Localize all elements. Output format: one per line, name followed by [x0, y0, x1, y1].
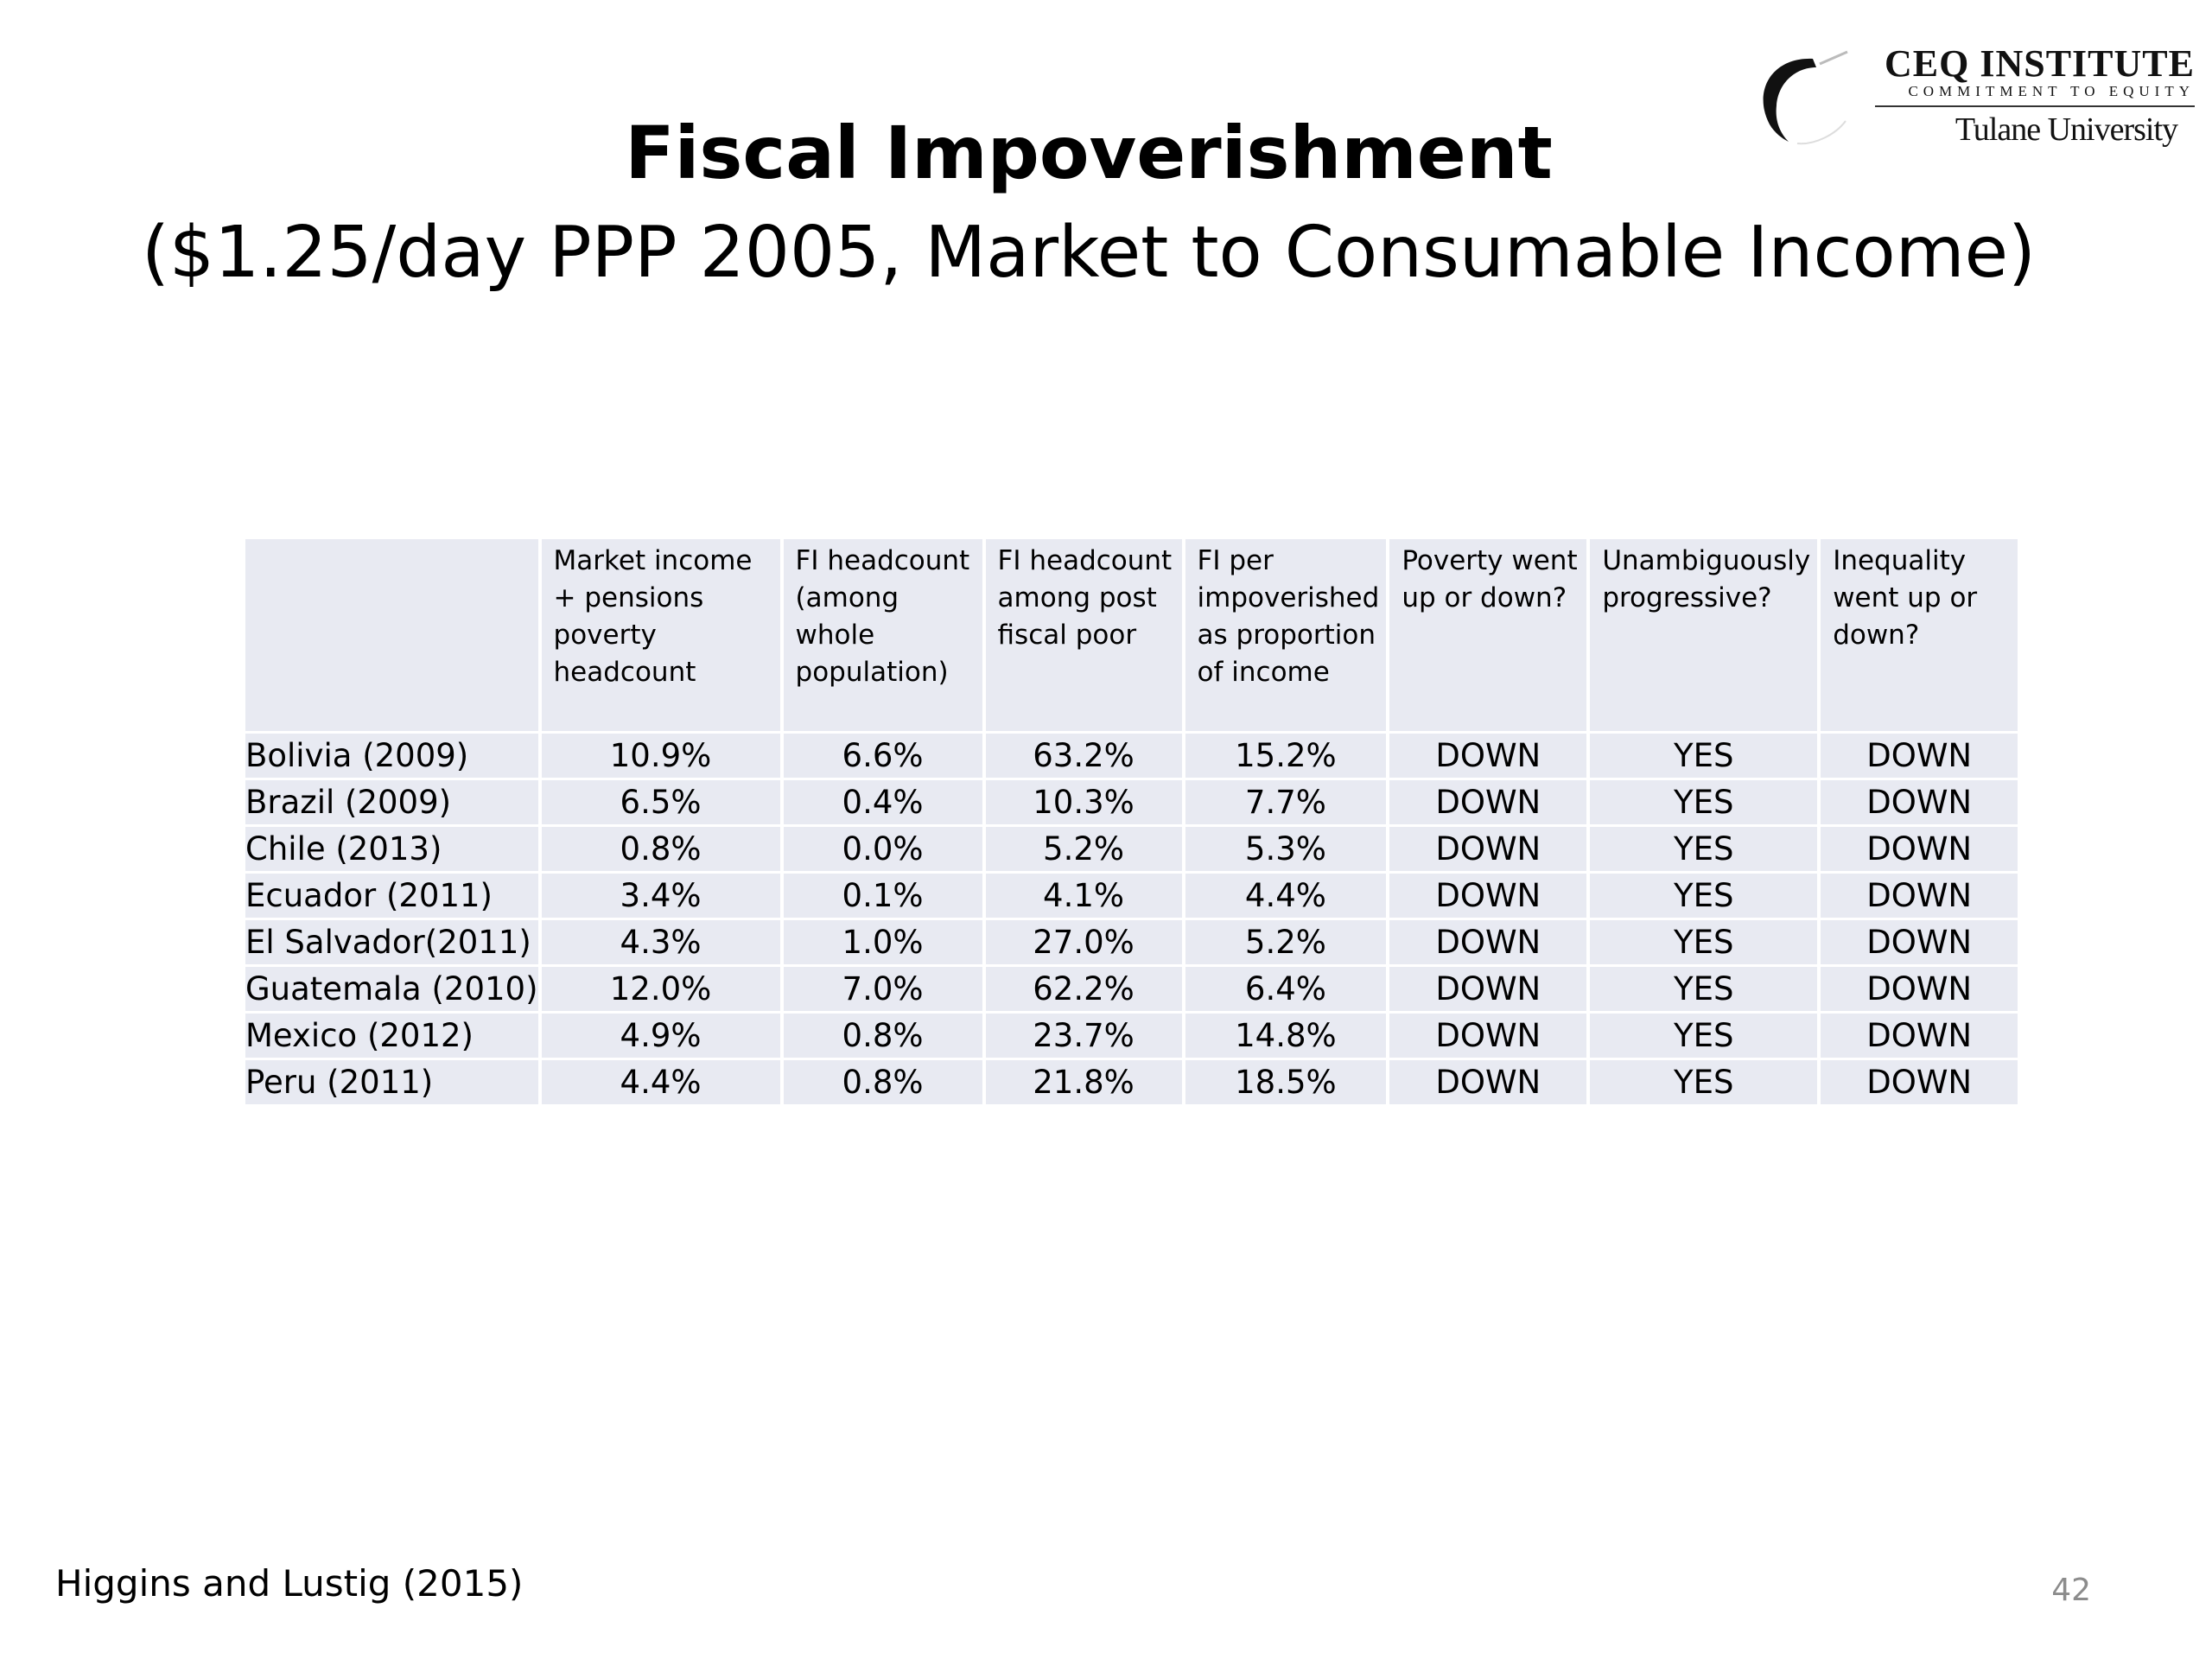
ceq-institute-logo: CEQ INSTITUTE COMMITMENT TO EQUITY Tulan… — [1745, 41, 2195, 162]
table-row: Brazil (2009) 6.5% 0.4% 10.3% 7.7% DOWN … — [245, 778, 2018, 824]
table-cell: DOWN — [1821, 731, 2018, 778]
ceq-c-mark-icon — [1763, 50, 1848, 145]
table-row: Mexico (2012) 4.9% 0.8% 23.7% 14.8% DOWN… — [245, 1011, 2018, 1058]
table-cell: YES — [1590, 778, 1818, 824]
header-cell-fi-per-impoverished: FI per impoverished as proportion of inc… — [1185, 539, 1387, 731]
table-cell: DOWN — [1389, 918, 1587, 964]
table-row: Guatemala (2010) 12.0% 7.0% 62.2% 6.4% D… — [245, 964, 2018, 1011]
table-cell: 5.2% — [1185, 918, 1387, 964]
table-cell: YES — [1590, 1011, 1818, 1058]
table-cell: DOWN — [1389, 778, 1587, 824]
table-cell: 6.5% — [541, 778, 780, 824]
logo-university: Tulane University — [1955, 111, 2178, 148]
table-cell: 4.9% — [541, 1011, 780, 1058]
country-cell: Chile (2013) — [245, 824, 538, 871]
table-cell: 7.0% — [783, 964, 982, 1011]
country-cell: Bolivia (2009) — [245, 731, 538, 778]
table-cell: 3.4% — [541, 871, 780, 918]
table-cell: 0.0% — [783, 824, 982, 871]
table-row: Chile (2013) 0.8% 0.0% 5.2% 5.3% DOWN YE… — [245, 824, 2018, 871]
header-cell-progressive: Unambiguously progressive? — [1590, 539, 1818, 731]
table-cell: DOWN — [1389, 964, 1587, 1011]
table-cell: 10.3% — [985, 778, 1182, 824]
table-row: Ecuador (2011) 3.4% 0.1% 4.1% 4.4% DOWN … — [245, 871, 2018, 918]
table-cell: DOWN — [1389, 1058, 1587, 1104]
table-cell: 4.3% — [541, 918, 780, 964]
table-cell: DOWN — [1821, 1058, 2018, 1104]
table-cell: DOWN — [1821, 964, 2018, 1011]
table-cell: DOWN — [1389, 1011, 1587, 1058]
table-cell: 27.0% — [985, 918, 1182, 964]
table-cell: DOWN — [1821, 824, 2018, 871]
table-row: Peru (2011) 4.4% 0.8% 21.8% 18.5% DOWN Y… — [245, 1058, 2018, 1104]
table-cell: DOWN — [1821, 918, 2018, 964]
table-cell: 0.4% — [783, 778, 982, 824]
table-cell: YES — [1590, 731, 1818, 778]
page-number: 42 — [2051, 1573, 2091, 1608]
table-cell: 14.8% — [1185, 1011, 1387, 1058]
table-cell: DOWN — [1821, 778, 2018, 824]
logo-divider — [1875, 105, 2195, 107]
fiscal-impoverishment-table: Market income + pensions poverty headcou… — [242, 539, 2021, 1104]
table-cell: DOWN — [1389, 871, 1587, 918]
table-cell: 12.0% — [541, 964, 780, 1011]
header-cell-fi-headcount-population: FI headcount (among whole population) — [783, 539, 982, 731]
table-row: Bolivia (2009) 10.9% 6.6% 63.2% 15.2% DO… — [245, 731, 2018, 778]
header-cell-corner — [245, 539, 538, 731]
table-cell: YES — [1590, 824, 1818, 871]
table-cell: 4.1% — [985, 871, 1182, 918]
source-citation: Higgins and Lustig (2015) — [55, 1562, 524, 1605]
table-cell: YES — [1590, 1058, 1818, 1104]
country-cell: Peru (2011) — [245, 1058, 538, 1104]
table-cell: 0.1% — [783, 871, 982, 918]
table-cell: 18.5% — [1185, 1058, 1387, 1104]
slide-title: Fiscal Impoverishment — [625, 111, 1553, 195]
table-row: El Salvador(2011) 4.3% 1.0% 27.0% 5.2% D… — [245, 918, 2018, 964]
table-cell: 6.4% — [1185, 964, 1387, 1011]
table-cell: 0.8% — [541, 824, 780, 871]
country-cell: Brazil (2009) — [245, 778, 538, 824]
table-cell: DOWN — [1389, 731, 1587, 778]
table-cell: 23.7% — [985, 1011, 1182, 1058]
header-cell-market-income: Market income + pensions poverty headcou… — [541, 539, 780, 731]
header-cell-inequality-direction: Inequality went up or down? — [1821, 539, 2018, 731]
table-cell: YES — [1590, 871, 1818, 918]
header-cell-fi-headcount-post-fiscal-poor: FI headcount among post fiscal poor — [985, 539, 1182, 731]
logo-institute-name: CEQ INSTITUTE — [1884, 42, 2195, 85]
country-cell: Guatemala (2010) — [245, 964, 538, 1011]
table-cell: 21.8% — [985, 1058, 1182, 1104]
header-cell-poverty-direction: Poverty went up or down? — [1389, 539, 1587, 731]
table-cell: 7.7% — [1185, 778, 1387, 824]
table-cell: DOWN — [1821, 871, 2018, 918]
table-cell: 62.2% — [985, 964, 1182, 1011]
country-cell: El Salvador(2011) — [245, 918, 538, 964]
table-cell: DOWN — [1389, 824, 1587, 871]
table-cell: YES — [1590, 918, 1818, 964]
table-cell: DOWN — [1821, 1011, 2018, 1058]
table-cell: 63.2% — [985, 731, 1182, 778]
table-cell: 5.2% — [985, 824, 1182, 871]
table-cell: 1.0% — [783, 918, 982, 964]
logo-tagline: COMMITMENT TO EQUITY — [1908, 83, 2195, 99]
table-cell: 15.2% — [1185, 731, 1387, 778]
table-cell: 4.4% — [1185, 871, 1387, 918]
table-cell: YES — [1590, 964, 1818, 1011]
table-cell: 6.6% — [783, 731, 982, 778]
table-cell: 5.3% — [1185, 824, 1387, 871]
table-cell: 0.8% — [783, 1011, 982, 1058]
table-cell: 4.4% — [541, 1058, 780, 1104]
table-cell: 0.8% — [783, 1058, 982, 1104]
slide-subtitle: ($1.25/day PPP 2005, Market to Consumabl… — [141, 212, 2037, 294]
table-cell: 10.9% — [541, 731, 780, 778]
table-header-row: Market income + pensions poverty headcou… — [245, 539, 2018, 731]
country-cell: Ecuador (2011) — [245, 871, 538, 918]
country-cell: Mexico (2012) — [245, 1011, 538, 1058]
